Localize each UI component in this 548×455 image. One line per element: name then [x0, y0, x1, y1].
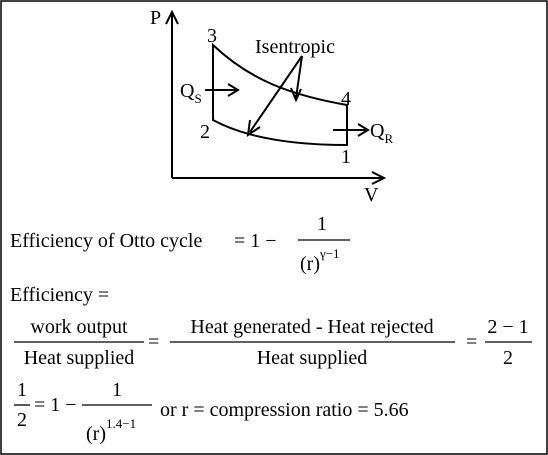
point-label: 2 — [200, 121, 210, 143]
numerator: Heat generated - Heat rejected — [190, 316, 433, 338]
heat-in-label: QS — [180, 80, 202, 106]
symbol: Q — [180, 80, 195, 102]
symbol: Q — [370, 120, 385, 142]
numerator: 1 — [112, 379, 122, 401]
denominator: 2 — [503, 347, 513, 369]
exponent: γ−1 — [319, 246, 340, 261]
heat-out-label: QR — [370, 120, 393, 146]
operator: = — [466, 331, 477, 353]
numerator: 1 — [317, 213, 327, 235]
point-label: 3 — [207, 25, 217, 47]
text: Efficiency of Otto cycle — [10, 230, 202, 252]
operator: = — [148, 331, 159, 353]
base: (r) — [300, 253, 320, 275]
operator: = 1 − — [34, 394, 77, 416]
isentropic-arrow — [246, 55, 303, 138]
point-label: 4 — [341, 88, 351, 110]
denominator: (r)1.4−1 — [86, 416, 136, 445]
axis-label: P — [150, 7, 161, 29]
numerator: 1 — [17, 379, 27, 401]
p-axis — [165, 9, 179, 178]
base: (r) — [86, 423, 106, 445]
axis-label: V — [364, 184, 379, 206]
heat-in-arrow — [205, 83, 240, 97]
denominator: Heat supplied — [24, 347, 135, 369]
text: Efficiency = — [10, 284, 109, 306]
numerator: 2 − 1 — [487, 316, 528, 338]
pv-diagram: P V 3 2 4 1 Isentropic QS QR — [150, 7, 393, 206]
denominator: 2 — [17, 409, 27, 431]
isentropic-label: Isentropic — [255, 36, 335, 58]
v-axis — [172, 171, 387, 185]
exponent: 1.4−1 — [106, 416, 136, 431]
subscript: S — [194, 91, 201, 106]
isentropic-arrow — [290, 55, 303, 103]
denominator: (r)γ−1 — [300, 246, 340, 275]
cycle — [212, 42, 348, 147]
point-label: 1 — [341, 146, 351, 168]
numerator: work output — [30, 316, 128, 338]
heat-out-arrow — [333, 123, 370, 137]
subscript: R — [384, 131, 393, 146]
text: or r = compression ratio = 5.66 — [160, 399, 409, 421]
operator: = 1 − — [234, 230, 277, 252]
denominator: Heat supplied — [257, 347, 368, 369]
